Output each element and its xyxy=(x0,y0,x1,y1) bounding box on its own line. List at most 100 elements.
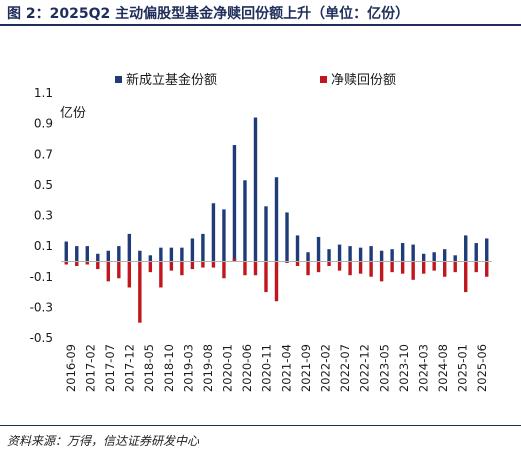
bar-net-redemption xyxy=(358,261,363,274)
bar-new-issue xyxy=(138,250,142,262)
title-divider xyxy=(0,24,521,26)
bar-net-redemption xyxy=(285,261,289,263)
bar-net-redemption xyxy=(180,261,184,276)
bar-net-redemption xyxy=(85,261,89,265)
bar-new-issue xyxy=(211,203,216,262)
source-note: 资料来源：万得，信达证券研发中心 xyxy=(7,434,200,448)
bar-net-redemption xyxy=(159,261,163,288)
y-tick-label: -0.3 xyxy=(30,300,53,314)
bar-net-redemption xyxy=(232,258,237,262)
bar-new-issue xyxy=(180,247,184,262)
x-tick-label: 2018-10 xyxy=(162,344,176,392)
bar-net-redemption xyxy=(253,261,258,276)
bar-net-redemption xyxy=(274,261,279,302)
bar-new-issue xyxy=(348,246,352,262)
bar-new-issue xyxy=(106,250,110,262)
bar-net-redemption xyxy=(222,261,226,279)
bar-new-issue xyxy=(411,244,415,262)
x-tick-label: 2024-03 xyxy=(416,344,430,392)
bar-new-issue xyxy=(337,244,342,262)
bar-net-redemption xyxy=(369,261,373,277)
x-tick-label: 2024-08 xyxy=(436,344,450,392)
bar-net-redemption xyxy=(379,261,384,282)
x-tick-label: 2018-05 xyxy=(142,344,156,392)
bar-net-redemption xyxy=(306,261,310,276)
x-tick-label: 2020-01 xyxy=(221,344,235,392)
bar-new-issue xyxy=(443,249,447,262)
bar-net-redemption xyxy=(327,261,331,267)
bar-new-issue xyxy=(327,249,331,262)
x-tick-label: 2022-02 xyxy=(318,344,332,392)
bar-net-redemption xyxy=(337,261,342,271)
x-tick-label: 2023-10 xyxy=(397,344,411,392)
legend-label-net-redemption: 净赎回份额 xyxy=(331,73,396,88)
bar-new-issue xyxy=(190,238,195,262)
bar-net-redemption xyxy=(485,261,489,277)
bar-new-issue xyxy=(127,233,132,262)
page-title: 图 2：2025Q2 主动偏股型基金净赎回份额上升（单位：亿份） xyxy=(7,6,410,22)
bars-group xyxy=(64,117,489,323)
bar-net-redemption xyxy=(421,261,426,274)
bar-net-redemption xyxy=(169,261,174,271)
y-axis-ticks: -0.5 -0.3 -0.1 0.1 0.3 0.5 0.7 0.9 1.1 xyxy=(30,86,53,345)
legend-swatch-net-redemption xyxy=(320,76,327,83)
bar-new-issue xyxy=(85,246,89,262)
x-tick-label: 2021-04 xyxy=(279,344,293,392)
x-tick-label: 2025-06 xyxy=(475,344,489,392)
bar-net-redemption xyxy=(316,261,321,273)
bar-net-redemption xyxy=(96,261,100,270)
bar-new-issue xyxy=(159,247,163,262)
bar-net-redemption xyxy=(64,261,68,265)
bar-new-issue xyxy=(295,235,300,262)
bar-net-redemption xyxy=(295,261,300,267)
x-tick-label: 2016-09 xyxy=(64,344,78,392)
bar-net-redemption xyxy=(443,261,447,277)
bar-new-issue xyxy=(148,255,153,262)
x-tick-label: 2022-07 xyxy=(338,344,352,392)
y-axis-label: 亿份 xyxy=(60,106,86,121)
y-tick-label: 0.5 xyxy=(34,178,53,192)
bar-new-issue xyxy=(432,252,436,262)
bar-new-issue xyxy=(169,247,174,262)
bar-new-issue xyxy=(201,233,205,262)
bar-new-issue xyxy=(379,250,384,262)
bar-new-issue xyxy=(306,252,310,262)
bar-new-issue xyxy=(243,180,247,262)
bar-net-redemption xyxy=(400,261,405,274)
footer-divider xyxy=(0,425,521,426)
x-tick-label: 2020-11 xyxy=(260,344,274,392)
x-tick-label: 2017-02 xyxy=(83,344,97,392)
bar-new-issue xyxy=(96,253,100,262)
bar-new-issue xyxy=(64,241,68,262)
bar-new-issue xyxy=(358,247,363,262)
y-tick-label: 1.1 xyxy=(34,86,53,100)
bar-net-redemption xyxy=(127,261,132,288)
y-tick-label: -0.1 xyxy=(30,270,53,284)
bar-net-redemption xyxy=(75,261,79,267)
bar-new-issue xyxy=(421,253,426,262)
y-tick-label: 0.9 xyxy=(34,117,53,131)
x-tick-label: 2022-12 xyxy=(358,344,372,392)
x-tick-label: 2017-12 xyxy=(123,344,137,392)
bar-new-issue xyxy=(316,236,321,262)
bar-net-redemption xyxy=(201,261,205,268)
bar-net-redemption xyxy=(117,261,121,279)
bar-net-redemption xyxy=(106,261,110,282)
x-tick-label: 2019-08 xyxy=(201,344,215,392)
bar-net-redemption xyxy=(453,261,457,273)
x-tick-label: 2017-07 xyxy=(103,344,117,392)
bar-new-issue xyxy=(453,255,457,262)
bar-new-issue xyxy=(400,243,405,262)
y-tick-label: -0.5 xyxy=(30,331,53,345)
bar-net-redemption xyxy=(138,261,142,323)
y-tick-label: 0.3 xyxy=(34,209,53,223)
x-tick-label: 2023-05 xyxy=(377,344,391,392)
bar-net-redemption xyxy=(464,261,468,293)
x-tick-label: 2021-09 xyxy=(299,344,313,392)
bar-new-issue xyxy=(117,246,121,262)
bar-new-issue xyxy=(485,238,489,262)
bar-net-redemption xyxy=(411,261,415,280)
legend-label-new-issue: 新成立基金份额 xyxy=(126,72,217,88)
bar-new-issue xyxy=(369,246,373,262)
bar-new-issue xyxy=(285,212,289,262)
